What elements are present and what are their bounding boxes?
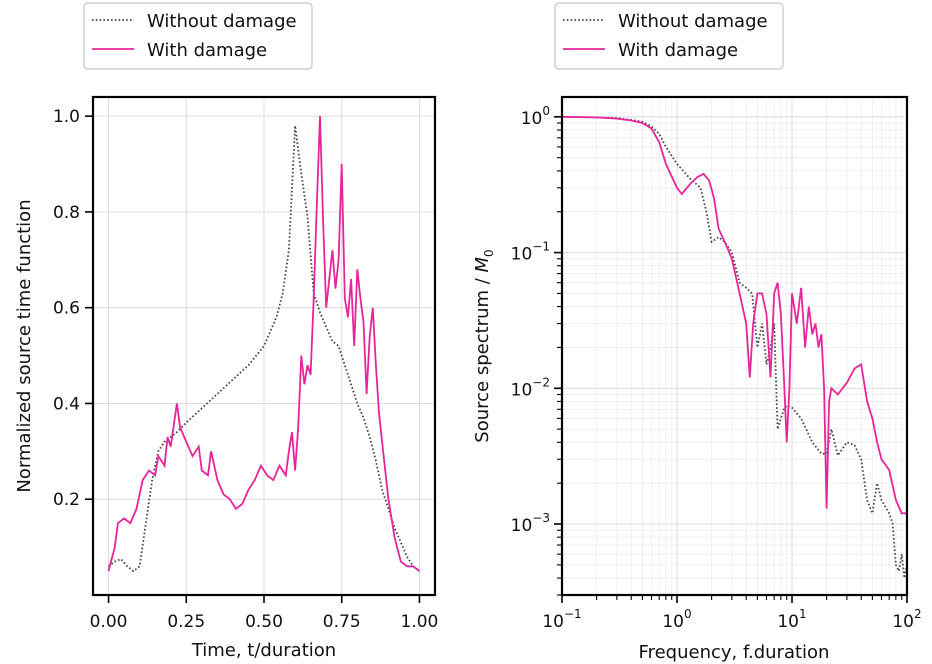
- right-legend-label-with-damage: With damage: [618, 40, 738, 61]
- left-series-line-without-damage: [107, 125, 421, 573]
- tick-label-exponent: 0: [684, 607, 692, 621]
- right-legend: Without damage With damage: [554, 2, 784, 70]
- left-y-tick-label: 0.2: [53, 490, 80, 510]
- left-x-tick-label: 0.75: [323, 612, 361, 632]
- left-x-tick-label: 0.50: [245, 612, 283, 632]
- tick-label-exponent: 1: [799, 607, 807, 621]
- left-y-axis-label: Normalized source time function: [14, 199, 35, 492]
- tick-label-exponent: −1: [532, 240, 550, 254]
- tick-label-exponent: 2: [914, 607, 922, 621]
- right-axes-frame: [560, 95, 909, 597]
- left-x-tick-label: 0.00: [90, 612, 128, 632]
- left-legend-box: [83, 2, 313, 70]
- right-x-tick-label: 101: [777, 607, 806, 632]
- tick-label-base: 10: [521, 109, 543, 129]
- tick-label-exponent: −3: [532, 511, 550, 525]
- tick-label-base: 10: [892, 612, 914, 632]
- tick-label-exponent: −2: [532, 375, 550, 389]
- right-y-axis-label-symbol: M: [472, 256, 493, 272]
- right-x-axis-label: Frequency, f.duration: [639, 642, 830, 663]
- left-x-axis-label: Time, t/duration: [191, 640, 336, 661]
- left-x-tick-label: 0.25: [167, 612, 205, 632]
- tick-label-exponent: −1: [564, 607, 582, 621]
- left-y-tick-label: 0.4: [53, 394, 80, 414]
- right-y-axis-label-subscript: 0: [482, 249, 496, 257]
- tick-label-base: 10: [542, 612, 564, 632]
- right-legend-box: [554, 2, 784, 70]
- tick-label-base: 10: [511, 516, 533, 536]
- left-y-tick-label: 0.6: [53, 299, 80, 319]
- right-y-tick-label: 10−2: [511, 375, 550, 400]
- right-series-group: [561, 115, 908, 579]
- tick-label-base: 10: [777, 612, 799, 632]
- left-ticks: 0.00 0.25 0.50 0.75 1.00 0.2 0.4 0.6 0.8 1.0: [53, 107, 438, 632]
- right-x-tick-label: 100: [662, 607, 691, 632]
- tick-label-base: 10: [511, 380, 533, 400]
- right-x-tick-label: 102: [892, 607, 921, 632]
- left-legend-label-with-damage: With damage: [147, 40, 267, 61]
- right-grid: [561, 97, 908, 596]
- left-series-line-with-damage: [107, 116, 421, 572]
- right-y-tick-label: 10−1: [511, 240, 550, 265]
- right-series-line-with-damage: [561, 115, 907, 515]
- left-y-tick-label: 1.0: [53, 107, 80, 127]
- tick-label-exponent: 0: [542, 104, 550, 118]
- left-x-tick-label: 1.00: [401, 612, 439, 632]
- right-y-axis-label: Source spectrum / M0: [472, 249, 496, 442]
- right-x-tick-label: 10−1: [542, 607, 581, 632]
- right-legend-label-without-damage: Without damage: [618, 11, 768, 32]
- tick-label-base: 10: [511, 245, 533, 265]
- left-legend-label-without-damage: Without damage: [147, 11, 297, 32]
- right-y-tick-label: 100: [521, 104, 550, 129]
- left-y-tick-label: 0.8: [53, 203, 80, 223]
- right-y-tick-label: 10−3: [511, 511, 550, 536]
- left-series-group: [107, 116, 421, 573]
- right-y-axis-label-main: Source spectrum /: [472, 272, 493, 442]
- tick-label-base: 10: [662, 612, 684, 632]
- left-chart-panel: 0.00 0.25 0.50 0.75 1.00 0.2 0.4 0.6 0.8 1.0 Time…: [14, 2, 438, 661]
- left-grid: [93, 97, 435, 595]
- left-legend: Without damage With damage: [83, 2, 313, 70]
